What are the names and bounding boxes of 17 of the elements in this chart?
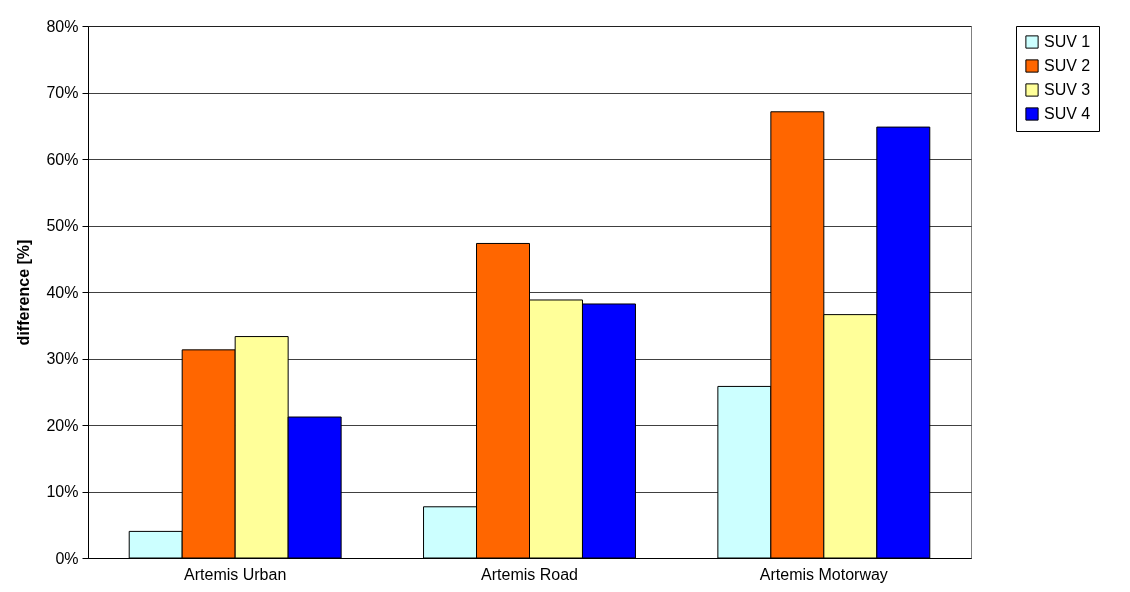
y-axis-title: difference [%] bbox=[15, 239, 33, 346]
legend-label: SUV 4 bbox=[1044, 105, 1091, 122]
legend-label: SUV 2 bbox=[1044, 57, 1091, 74]
y-tick-label: 0% bbox=[55, 549, 79, 567]
x-tick-label: Artemis Road bbox=[481, 565, 578, 583]
x-tick-label: Artemis Motorway bbox=[759, 565, 888, 583]
legend-label: SUV 3 bbox=[1044, 81, 1091, 98]
y-tick-label: 40% bbox=[46, 283, 79, 301]
y-tick-label: 30% bbox=[46, 350, 79, 367]
y-tick-label: 80% bbox=[46, 17, 79, 35]
x-tick-label: Artemis Urban bbox=[184, 565, 287, 583]
y-tick-label: 20% bbox=[46, 416, 79, 434]
y-tick-label: 70% bbox=[46, 84, 79, 101]
legend-label: SUV 1 bbox=[1044, 33, 1091, 50]
y-tick-label: 60% bbox=[46, 150, 79, 168]
y-tick-label: 10% bbox=[46, 483, 79, 500]
y-tick-label: 50% bbox=[46, 217, 79, 234]
